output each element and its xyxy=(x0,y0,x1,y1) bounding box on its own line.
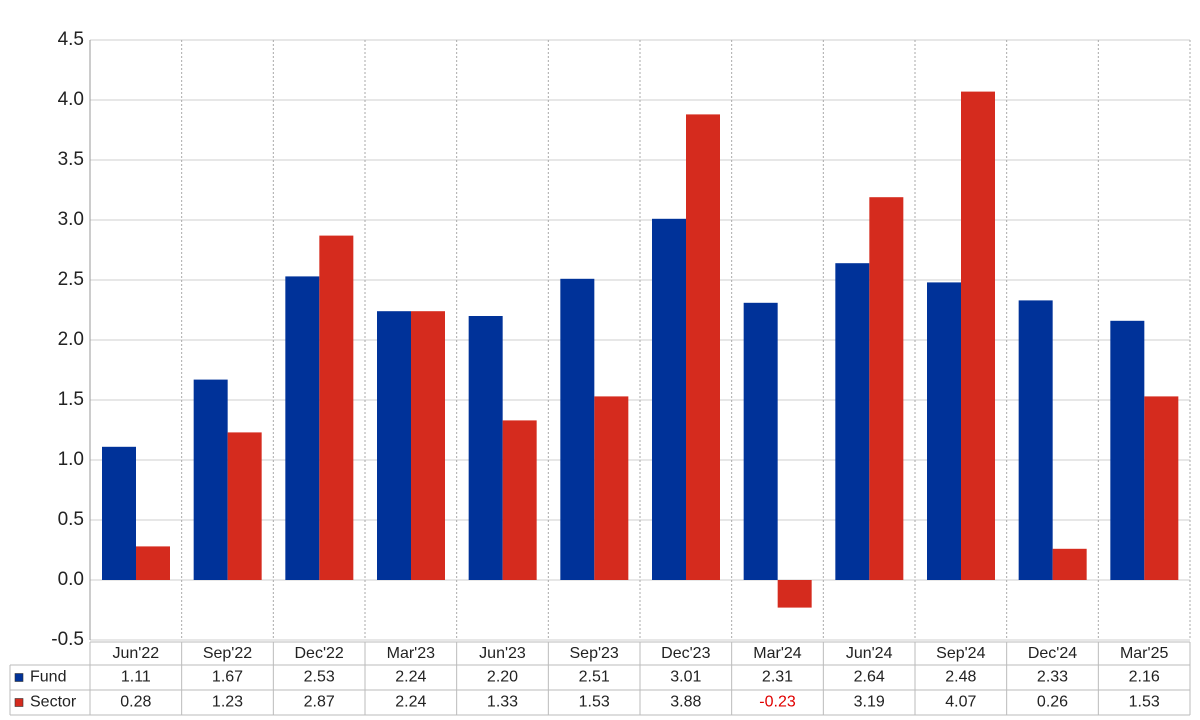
bar xyxy=(285,276,320,580)
y-tick-label: -0.5 xyxy=(51,629,84,650)
bar xyxy=(1018,300,1053,580)
bar xyxy=(961,91,995,580)
x-tick-label: Sep'23 xyxy=(570,645,619,662)
table-value: 1.67 xyxy=(212,669,243,686)
table-value: 2.33 xyxy=(1037,669,1068,686)
bar xyxy=(777,580,812,608)
bar xyxy=(1110,320,1145,580)
x-tick-label: Jun'24 xyxy=(846,645,893,662)
x-tick-label: Sep'22 xyxy=(203,645,252,662)
bar xyxy=(1052,548,1087,580)
table-value: 1.23 xyxy=(212,694,243,711)
x-tick-label: Mar'23 xyxy=(387,645,436,662)
table-value: 2.16 xyxy=(1129,669,1160,686)
bar xyxy=(686,114,720,581)
bar xyxy=(652,218,686,581)
bar xyxy=(1144,396,1179,580)
y-tick-label: 2.0 xyxy=(58,329,84,350)
table-value: 0.26 xyxy=(1037,694,1068,711)
table-value: 2.64 xyxy=(854,669,885,686)
table-value: 3.19 xyxy=(854,694,885,711)
y-tick-label: 1.0 xyxy=(58,449,84,470)
table-value: 2.31 xyxy=(762,669,793,686)
y-tick-label: 3.0 xyxy=(58,209,84,230)
legend-label: Sector xyxy=(30,694,77,711)
y-tick-label: 0.0 xyxy=(58,569,84,590)
bar xyxy=(594,396,629,580)
x-tick-label: Dec'22 xyxy=(295,645,344,662)
x-tick-label: Sep'24 xyxy=(936,645,985,662)
bar xyxy=(377,311,411,580)
x-tick-label: Mar'24 xyxy=(753,645,802,662)
bar xyxy=(835,263,870,580)
bar xyxy=(102,446,136,580)
table-value: 2.87 xyxy=(304,694,335,711)
y-tick-label: 0.5 xyxy=(58,509,84,530)
bar xyxy=(869,197,904,580)
bar xyxy=(227,432,262,580)
bar xyxy=(468,316,503,580)
bar xyxy=(411,311,445,580)
bar xyxy=(319,235,354,580)
table-value: 0.28 xyxy=(120,694,151,711)
x-tick-label: Jun'23 xyxy=(479,645,526,662)
x-tick-label: Dec'24 xyxy=(1028,645,1077,662)
table-value: 1.33 xyxy=(487,694,518,711)
table-value: 2.24 xyxy=(395,694,426,711)
table-value: 2.20 xyxy=(487,669,518,686)
x-tick-label: Mar'25 xyxy=(1120,645,1169,662)
table-value: 1.53 xyxy=(1129,694,1160,711)
table-value: 1.53 xyxy=(579,694,610,711)
x-tick-label: Jun'22 xyxy=(113,645,160,662)
y-tick-label: 2.5 xyxy=(58,269,84,290)
legend-label: Fund xyxy=(30,669,66,686)
bar xyxy=(743,302,778,580)
legend-swatch xyxy=(14,698,24,707)
bar xyxy=(927,282,961,580)
table-value: 2.48 xyxy=(945,669,976,686)
y-tick-label: 3.5 xyxy=(58,149,84,170)
table-value: 4.07 xyxy=(945,694,976,711)
table-value: 2.51 xyxy=(579,669,610,686)
table-value: 1.11 xyxy=(121,669,151,686)
bar xyxy=(560,278,595,580)
y-tick-label: 4.0 xyxy=(58,89,84,110)
legend-swatch xyxy=(14,673,24,682)
table-value: 3.88 xyxy=(670,694,701,711)
table-value: 3.01 xyxy=(670,669,701,686)
y-tick-label: 1.5 xyxy=(58,389,84,410)
bar xyxy=(136,546,170,580)
x-tick-label: Dec'23 xyxy=(661,645,710,662)
bar xyxy=(193,379,228,580)
table-value: 2.53 xyxy=(304,669,335,686)
table-value: 2.24 xyxy=(395,669,426,686)
table-value: -0.23 xyxy=(759,694,796,711)
y-tick-label: 4.5 xyxy=(58,29,84,50)
bar xyxy=(502,420,537,580)
